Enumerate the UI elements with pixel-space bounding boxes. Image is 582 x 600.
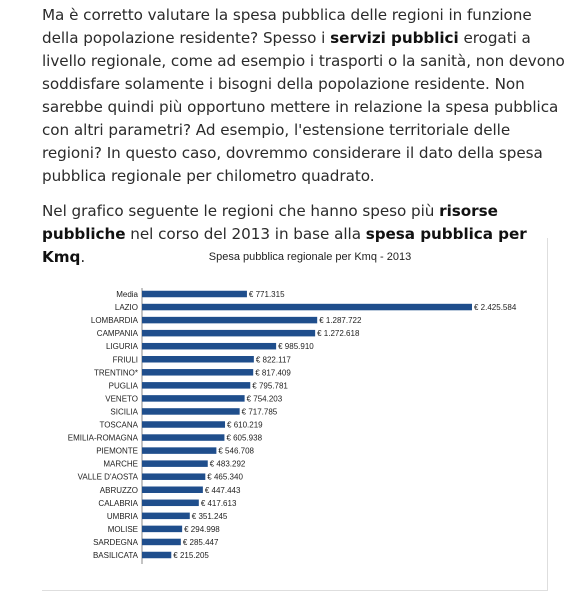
data-label: € 447.443 bbox=[205, 486, 241, 495]
bar bbox=[142, 382, 251, 389]
risorse-pubbliche-bold: risorse pubbliche bbox=[42, 202, 498, 243]
category-label: LIGURIA bbox=[106, 342, 139, 351]
bar bbox=[142, 421, 226, 428]
category-label: LAZIO bbox=[115, 303, 138, 312]
data-label: € 285.447 bbox=[183, 538, 219, 547]
category-label: CAMPANIA bbox=[97, 329, 139, 338]
data-label: € 465.340 bbox=[207, 473, 243, 482]
intro-text-1: Ma è corretto valutare la spesa pubblica… bbox=[42, 6, 532, 47]
bar bbox=[142, 356, 254, 363]
data-label: € 610.219 bbox=[227, 421, 263, 430]
category-label: PUGLIA bbox=[109, 381, 139, 390]
data-label: € 1.287.722 bbox=[319, 316, 362, 325]
data-label: € 2.425.584 bbox=[474, 303, 517, 312]
bar bbox=[142, 395, 245, 402]
bar bbox=[142, 290, 247, 298]
data-label: € 294.998 bbox=[184, 525, 220, 534]
category-label: TOSCANA bbox=[99, 421, 138, 430]
category-label: UMBRIA bbox=[107, 512, 139, 521]
data-label: € 605.938 bbox=[226, 434, 262, 443]
bar-chart: Spesa pubblica regionale per Kmq - 2013 … bbox=[42, 238, 548, 591]
category-label: TRENTINO* bbox=[94, 368, 138, 377]
data-label: € 717.785 bbox=[242, 407, 278, 416]
bar bbox=[142, 408, 240, 415]
bar bbox=[142, 434, 225, 441]
article: Ma è corretto valutare la spesa pubblica… bbox=[42, 0, 572, 269]
data-label: € 417.613 bbox=[201, 499, 237, 508]
bar bbox=[142, 512, 190, 520]
category-label: BASILICATA bbox=[93, 551, 139, 560]
category-label: MARCHE bbox=[103, 460, 138, 469]
data-label: € 483.292 bbox=[210, 460, 246, 469]
bar bbox=[142, 486, 203, 493]
spesa-kmq-bold: spesa pubblica per Kmq bbox=[42, 225, 527, 266]
category-label: Media bbox=[116, 290, 138, 299]
category-label: VALLE D'AOSTA bbox=[78, 473, 139, 482]
bar bbox=[142, 447, 217, 454]
category-label: ABRUZZO bbox=[100, 486, 138, 495]
bar bbox=[142, 499, 199, 507]
category-label: VENETO bbox=[105, 394, 138, 403]
bar bbox=[142, 369, 254, 376]
category-label: FRIULI bbox=[113, 355, 138, 364]
chart-svg: Spesa pubblica regionale per Kmq - 2013 … bbox=[68, 251, 517, 564]
chart-title: Spesa pubblica regionale per Kmq - 2013 bbox=[209, 251, 411, 263]
bar bbox=[142, 538, 181, 546]
bar bbox=[142, 329, 316, 337]
data-label: € 817.409 bbox=[255, 368, 291, 377]
chart-intro-paragraph: Nel grafico seguente le regioni che hann… bbox=[42, 200, 572, 269]
category-label: PIEMONTE bbox=[96, 447, 138, 456]
category-label: MOLISE bbox=[108, 525, 138, 534]
intro-text-2: erogati a livello regionale, come ad ese… bbox=[42, 29, 565, 185]
category-label: SICILIA bbox=[110, 407, 138, 416]
category-label: LOMBARDIA bbox=[91, 316, 139, 325]
bar bbox=[142, 525, 183, 533]
bar bbox=[142, 303, 472, 311]
category-label: EMILIA-ROMAGNA bbox=[68, 434, 139, 443]
data-label: € 795.781 bbox=[252, 381, 288, 390]
data-label: € 546.708 bbox=[218, 447, 254, 456]
category-label: CALABRIA bbox=[98, 499, 138, 508]
bar bbox=[142, 460, 208, 467]
intro-paragraph: Ma è corretto valutare la spesa pubblica… bbox=[42, 0, 572, 188]
data-label: € 771.315 bbox=[249, 290, 285, 299]
bar bbox=[142, 551, 172, 559]
chart-intro-text-2: nel corso del 2013 in base alla bbox=[125, 225, 366, 243]
bar bbox=[142, 316, 318, 324]
data-label: € 985.910 bbox=[278, 342, 314, 351]
bar bbox=[142, 473, 206, 480]
chart-intro-text-3: . bbox=[80, 248, 86, 266]
category-label: SARDEGNA bbox=[93, 538, 139, 547]
data-label: € 215.205 bbox=[173, 551, 209, 560]
data-label: € 754.203 bbox=[247, 394, 283, 403]
servizi-pubblici-bold: servizi pubblici bbox=[330, 29, 459, 47]
chart-intro-text-1: Nel grafico seguente le regioni che hann… bbox=[42, 202, 440, 220]
data-label: € 822.117 bbox=[256, 355, 292, 364]
data-label: € 1.272.618 bbox=[317, 329, 360, 338]
data-label: € 351.245 bbox=[192, 512, 228, 521]
bar bbox=[142, 342, 277, 350]
bars-group: Media € 771.315 LAZIO € 2.425.584 LOMBARDIA €… bbox=[68, 290, 517, 560]
